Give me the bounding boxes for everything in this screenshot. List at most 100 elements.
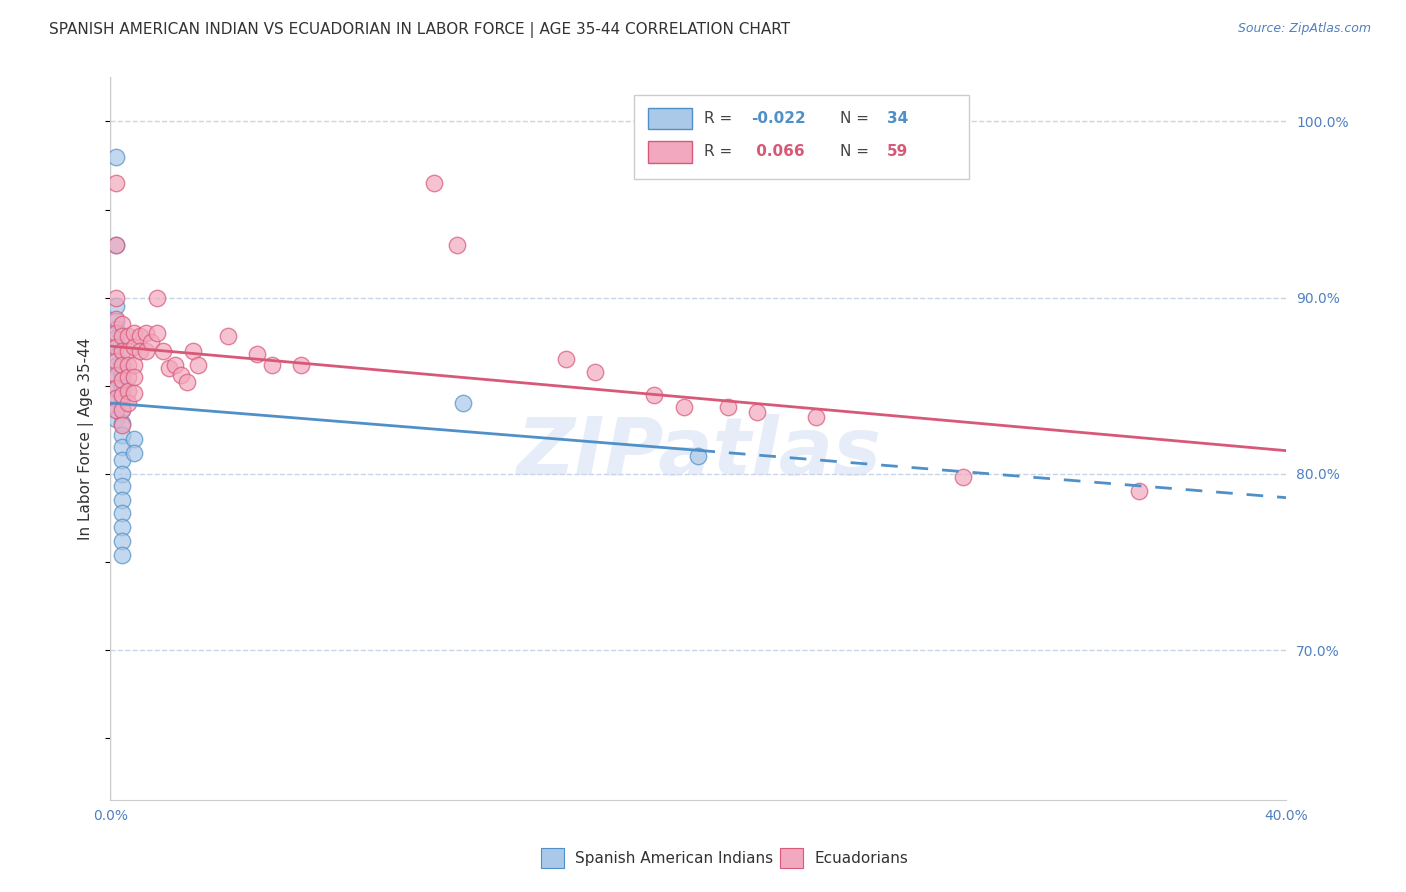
Text: 59: 59 — [887, 145, 908, 160]
Text: ZIPatlas: ZIPatlas — [516, 414, 880, 492]
Point — [122, 326, 145, 340]
Point — [105, 403, 128, 417]
Point — [111, 533, 134, 548]
Text: 0.066: 0.066 — [751, 145, 804, 160]
Point — [176, 376, 198, 390]
Point — [111, 519, 134, 533]
Point — [105, 291, 128, 305]
Point — [117, 343, 139, 358]
Text: N =: N = — [839, 145, 873, 160]
Point — [111, 403, 134, 417]
Point — [181, 343, 204, 358]
Point — [105, 370, 128, 384]
Text: R =: R = — [704, 112, 737, 126]
Text: 34: 34 — [887, 112, 908, 126]
Point — [122, 370, 145, 384]
Point — [555, 352, 578, 367]
Point — [111, 467, 134, 481]
Point — [128, 343, 150, 358]
Text: -0.022: -0.022 — [751, 112, 806, 126]
Point — [105, 359, 128, 374]
Point — [105, 150, 128, 164]
Point — [111, 548, 134, 562]
Point — [135, 343, 157, 358]
Point — [122, 340, 145, 354]
Point — [187, 358, 209, 372]
Point — [290, 358, 312, 372]
Point — [122, 432, 145, 446]
Point — [105, 391, 128, 405]
Point — [163, 358, 186, 372]
Point — [105, 412, 128, 426]
Point — [688, 449, 710, 463]
Point — [157, 361, 180, 376]
Point — [152, 343, 174, 358]
Text: N =: N = — [839, 112, 873, 126]
Point — [451, 396, 474, 410]
Point — [117, 358, 139, 372]
Point — [422, 176, 444, 190]
Point — [111, 493, 134, 508]
Point — [111, 391, 134, 405]
Point — [117, 329, 139, 343]
Point — [672, 400, 695, 414]
Point — [246, 347, 269, 361]
Point — [105, 354, 128, 368]
Point — [105, 340, 128, 354]
Point — [105, 313, 128, 327]
Point — [747, 405, 769, 419]
Point — [446, 237, 468, 252]
Point — [146, 291, 169, 305]
Point — [105, 340, 128, 354]
Point — [105, 322, 128, 336]
Point — [141, 334, 163, 349]
Point — [128, 329, 150, 343]
Point — [111, 380, 134, 394]
Text: Ecuadorians: Ecuadorians — [814, 851, 908, 865]
Point — [111, 343, 134, 358]
Point — [111, 374, 134, 388]
Point — [105, 380, 128, 394]
Point — [804, 410, 827, 425]
Point — [105, 382, 128, 396]
Point — [111, 506, 134, 520]
Point — [1128, 484, 1150, 499]
Point — [146, 326, 169, 340]
Point — [111, 387, 134, 401]
Point — [105, 391, 128, 405]
Point — [105, 326, 128, 340]
Point — [105, 349, 128, 363]
Point — [111, 317, 134, 331]
Point — [105, 300, 128, 314]
Point — [105, 237, 128, 252]
Point — [111, 416, 134, 430]
Text: SPANISH AMERICAN INDIAN VS ECUADORIAN IN LABOR FORCE | AGE 35-44 CORRELATION CHA: SPANISH AMERICAN INDIAN VS ECUADORIAN IN… — [49, 22, 790, 38]
Point — [105, 403, 128, 417]
Point — [105, 311, 128, 326]
Point — [111, 368, 134, 383]
Point — [105, 176, 128, 190]
Point — [260, 358, 283, 372]
Point — [717, 400, 740, 414]
Point — [117, 396, 139, 410]
Point — [111, 452, 134, 467]
Point — [122, 385, 145, 400]
FancyBboxPatch shape — [634, 95, 969, 178]
Point — [117, 384, 139, 398]
Text: R =: R = — [704, 145, 737, 160]
Point — [105, 368, 128, 383]
FancyBboxPatch shape — [780, 848, 803, 868]
Point — [135, 326, 157, 340]
Point — [105, 331, 128, 345]
Text: Spanish American Indians: Spanish American Indians — [575, 851, 773, 865]
Y-axis label: In Labor Force | Age 35-44: In Labor Force | Age 35-44 — [79, 337, 94, 540]
Point — [217, 329, 239, 343]
Point — [952, 470, 974, 484]
Point — [170, 368, 193, 383]
Point — [117, 370, 139, 384]
Point — [111, 441, 134, 455]
Point — [105, 237, 128, 252]
Point — [122, 446, 145, 460]
Text: Source: ZipAtlas.com: Source: ZipAtlas.com — [1237, 22, 1371, 36]
Point — [111, 401, 134, 416]
